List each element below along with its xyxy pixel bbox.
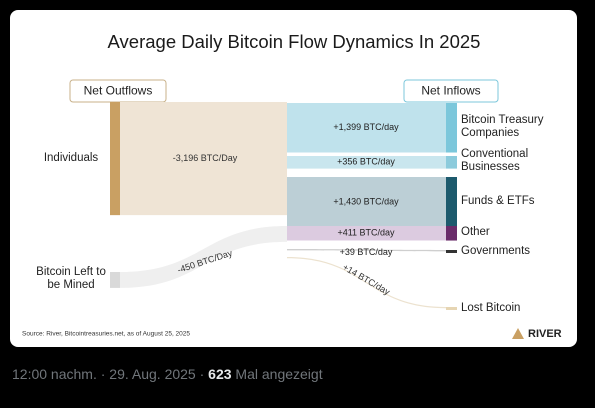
inflow-link bbox=[287, 249, 446, 252]
view-count: 623 bbox=[208, 366, 232, 382]
tweet-meta: 12:00 nachm. · 29. Aug. 2025 · 623 Mal a… bbox=[12, 366, 323, 382]
inflow-name: Conventional Businesses bbox=[461, 148, 529, 174]
inflow-node bbox=[446, 226, 457, 241]
separator: · bbox=[100, 366, 106, 382]
tweet-date[interactable]: 29. Aug. 2025 bbox=[109, 366, 196, 382]
outflow-node bbox=[110, 272, 120, 288]
flow-label: +411 BTC/day bbox=[337, 228, 395, 238]
outflow-name: Bitcoin Left to be Mined bbox=[36, 265, 106, 291]
outflow-link bbox=[120, 102, 287, 216]
outflow-node bbox=[110, 102, 120, 216]
inflow-link bbox=[287, 156, 446, 169]
inflow-link bbox=[287, 226, 446, 241]
flow-label: +39 BTC/day bbox=[340, 247, 393, 257]
inflow-node bbox=[446, 156, 457, 169]
inflow-name: Lost Bitcoin bbox=[461, 301, 521, 314]
flow-label: +1,399 BTC/day bbox=[333, 122, 399, 132]
inflow-node bbox=[446, 250, 457, 253]
separator: · bbox=[199, 366, 205, 382]
inflow-node bbox=[446, 103, 457, 153]
brand: RIVER bbox=[528, 328, 562, 340]
brand-logo bbox=[512, 328, 524, 339]
inflow-node bbox=[446, 307, 457, 310]
inflows-title: Net Inflows bbox=[421, 84, 480, 98]
inflow-name: Governments bbox=[461, 244, 531, 257]
inflow-name: Funds & ETFs bbox=[461, 195, 535, 208]
inflow-link bbox=[287, 257, 446, 309]
flow-label: +1,430 BTC/day bbox=[333, 197, 399, 207]
outflows-title: Net Outflows bbox=[84, 84, 153, 98]
tweet-time[interactable]: 12:00 nachm. bbox=[12, 366, 97, 382]
source-note: Source: River, Bitcointreasuries.net, as… bbox=[22, 331, 190, 338]
inflow-link bbox=[287, 177, 446, 228]
inflow-node bbox=[446, 177, 457, 228]
chart-title: Average Daily Bitcoin Flow Dynamics In 2… bbox=[108, 31, 481, 52]
outflow-name: Individuals bbox=[43, 151, 99, 164]
inflow-name: Bitcoin Treasury Companies bbox=[461, 113, 544, 139]
inflows-box bbox=[403, 79, 499, 103]
flow-label: +356 BTC/day bbox=[337, 157, 395, 167]
outflow-link bbox=[120, 226, 287, 288]
inflow-link bbox=[287, 103, 446, 153]
inflow-name: Other bbox=[461, 226, 490, 239]
views-label: Mal angezeigt bbox=[235, 366, 323, 382]
flow-label: -3,196 BTC/Day bbox=[173, 153, 238, 163]
